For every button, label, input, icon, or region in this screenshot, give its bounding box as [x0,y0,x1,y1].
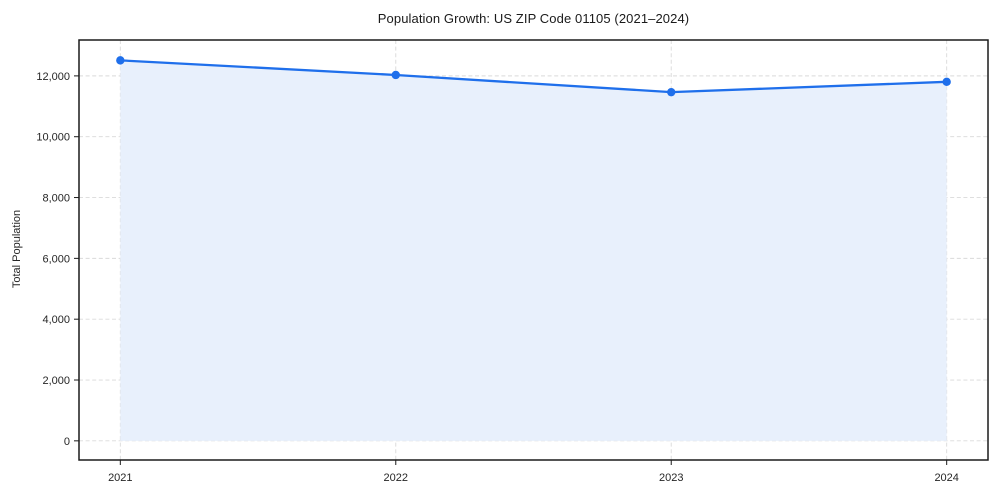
data-point-marker [667,87,676,97]
y-tick-label: 4,000 [42,314,70,326]
y-tick-label: 12,000 [36,71,70,83]
plot-frame [78,39,989,461]
x-tick-label: 2024 [934,472,958,484]
data-point-marker [942,77,951,87]
y-tick-label: 2,000 [42,375,70,387]
data-line [119,59,948,94]
y-tick-label: 10,000 [36,132,70,144]
chart-title: Population Growth: US ZIP Code 01105 (20… [377,11,690,26]
x-tick-label: 2023 [659,472,683,484]
data-point-marker [391,70,400,80]
area-fill [120,60,947,441]
x-tick-label: 2021 [108,472,132,484]
y-tick-label: 8,000 [42,193,70,205]
data-point-marker [116,56,125,65]
y-tick-label: 0 [64,436,70,448]
x-tick-label: 2022 [384,472,408,484]
y-tick-label: 6,000 [42,253,70,265]
